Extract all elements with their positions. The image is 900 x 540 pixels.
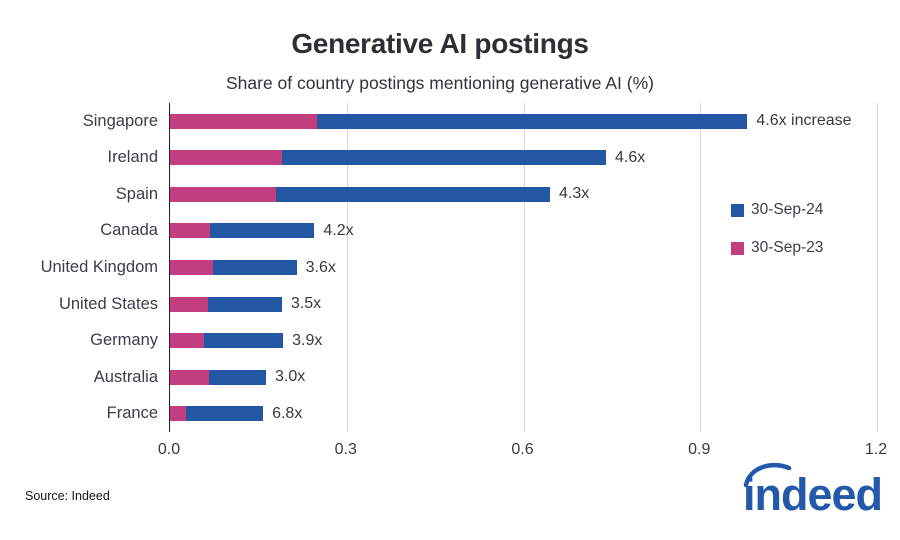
bar-30-sep-24 [204, 333, 284, 349]
category-label: France [106, 404, 158, 423]
x-tick-label: 0.9 [688, 441, 711, 458]
legend-swatch-icon [731, 203, 744, 217]
category-label: United Kingdom [40, 258, 158, 277]
bar-value-label: 4.2x [323, 221, 354, 239]
bar-row: 4.6x [170, 140, 877, 177]
legend: 30-Sep-24 30-Sep-23 [731, 201, 823, 257]
category-label: Ireland [107, 148, 158, 167]
chart-subtitle: Share of country postings mentioning gen… [225, 73, 654, 93]
bar-30-sep-24 [185, 406, 264, 422]
bar-rows: 4.6x increase 4.6x 4.3x 4.2x 3.6x 3.5x 3.9x 3.0… [170, 103, 877, 432]
bar-row: 6.8x [170, 396, 877, 433]
logo-wordmark: indeed [743, 469, 882, 518]
bar-30-sep-24 [281, 150, 606, 166]
gridline [700, 103, 702, 432]
bar-row: 3.0x [170, 359, 877, 396]
bar-30-sep-23 [170, 260, 213, 276]
bar-row: 4.6x increase [170, 103, 877, 140]
source-text: Source: Indeed [25, 489, 110, 503]
x-tick-label: 0.0 [157, 441, 181, 458]
x-tick-label: 1.2 [864, 441, 888, 458]
category-label: Germany [90, 331, 158, 350]
gridline [877, 103, 878, 432]
x-tick-label: 0.6 [511, 441, 534, 458]
bar-30-sep-23 [170, 333, 205, 349]
bar-value-label: 3.6x [305, 258, 336, 276]
bar-value-label: 4.6x [614, 148, 646, 166]
gridline [523, 103, 525, 432]
bar-30-sep-23 [170, 223, 211, 239]
bar-value-label: 4.6x increase [756, 112, 852, 130]
bar-30-sep-23 [170, 369, 209, 385]
legend-swatch-icon [731, 241, 744, 255]
bar-row: 4.3x [170, 176, 877, 213]
legend-label: 30-Sep-23 [751, 239, 824, 256]
category-label: Spain [115, 184, 158, 203]
bar-30-sep-24 [208, 369, 267, 385]
bar-value-label: 6.8x [272, 404, 303, 422]
legend-label: 30-Sep-24 [751, 201, 824, 218]
legend-item: 30-Sep-23 [731, 239, 823, 257]
bar-row: 3.5x [170, 286, 877, 323]
bar-30-sep-23 [170, 150, 282, 166]
indeed-logo: indeed [738, 458, 896, 520]
x-axis: 0.0 0.3 0.6 0.9 1.2 [158, 441, 887, 463]
legend-item: 30-Sep-24 [731, 201, 823, 219]
plot-area: 4.6x increase 4.6x 4.3x 4.2x 3.6x 3.5x 3.9x 3.0… [169, 103, 878, 432]
bar-30-sep-24 [276, 186, 550, 202]
bar-30-sep-23 [170, 296, 209, 312]
bar-row: 3.9x [170, 322, 877, 359]
bar-30-sep-23 [170, 113, 318, 129]
bar-value-label: 3.5x [290, 295, 322, 313]
bar-value-label: 4.3x [559, 185, 590, 203]
bar-30-sep-24 [208, 296, 282, 312]
category-axis: Singapore Ireland Spain Canada United Kingdo… [0, 103, 158, 432]
chart-title: Generative AI postings [291, 28, 589, 59]
category-label: Canada [100, 221, 158, 240]
bar-30-sep-23 [170, 186, 277, 202]
bar-30-sep-24 [317, 113, 748, 129]
bar-row: 4.2x [170, 213, 877, 250]
category-label: United States [58, 294, 158, 313]
category-label: Australia [93, 367, 158, 386]
bar-30-sep-23 [170, 406, 186, 422]
bar-30-sep-24 [210, 223, 315, 239]
logo-swoosh-icon [743, 462, 792, 488]
bar-row: 3.6x [170, 249, 877, 286]
bar-30-sep-24 [213, 260, 297, 276]
category-label: Singapore [82, 111, 158, 130]
indeed-logo-graphic: indeed [743, 462, 883, 520]
x-tick-label: 0.3 [334, 441, 357, 458]
gridline [346, 103, 348, 432]
bar-value-label: 3.0x [275, 368, 306, 386]
bar-value-label: 3.9x [292, 331, 323, 349]
